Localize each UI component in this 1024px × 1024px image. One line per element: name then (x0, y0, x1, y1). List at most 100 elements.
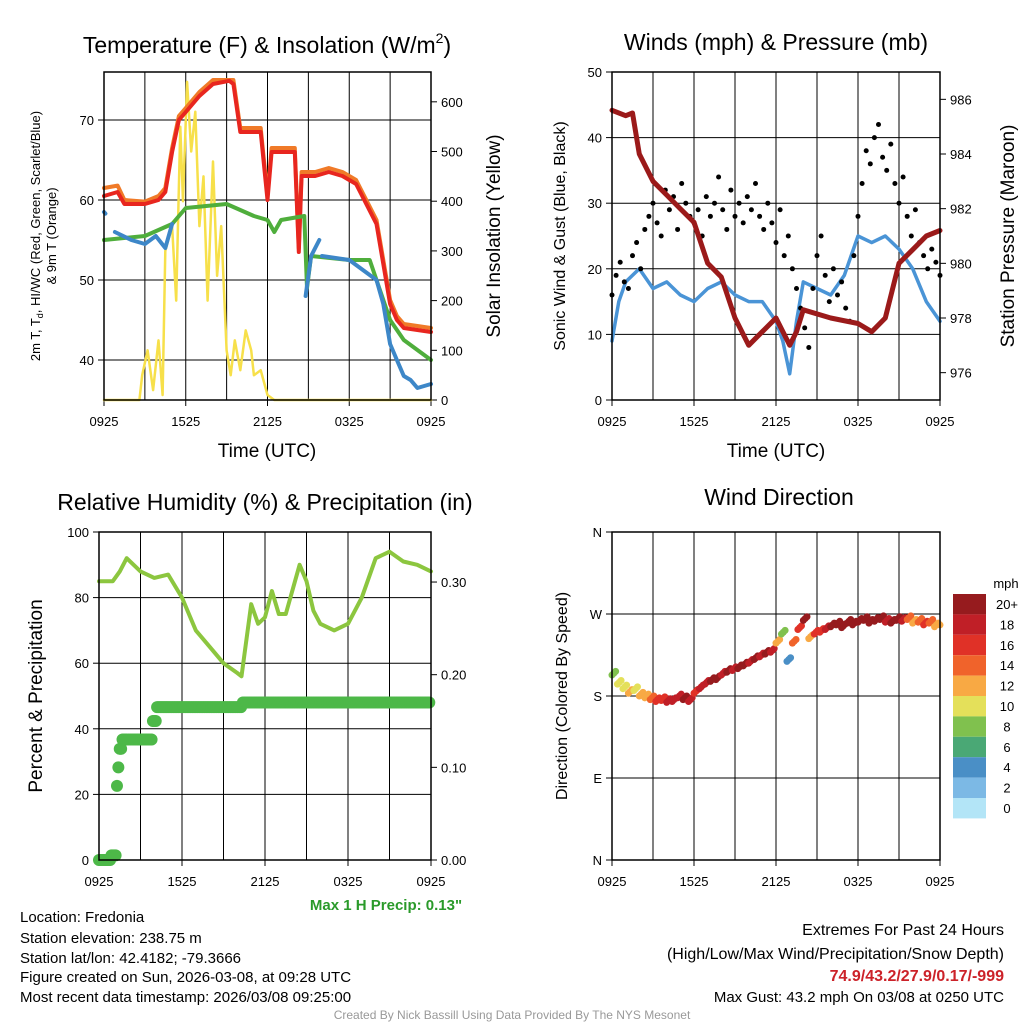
temperature-ylabel-line2: & 9m T (Orange) (44, 187, 59, 284)
legend-swatch (953, 594, 986, 615)
gust-point (814, 253, 820, 259)
direction-point (803, 613, 811, 621)
legend-swatch (953, 736, 986, 758)
gust-point (908, 233, 914, 239)
precip-point (112, 761, 125, 774)
sonic-wind-line (610, 234, 942, 376)
humidity-ytick-label: 60 (75, 656, 89, 671)
gust-point (707, 213, 713, 219)
winds-y2tick-label: 982 (950, 202, 972, 217)
humidity-xtick-label: 2125 (251, 874, 280, 889)
winds-ylabel: Sonic Wind & Gust (Blue, Black) (552, 121, 569, 350)
legend-swatch (953, 716, 986, 737)
gust-point (896, 200, 902, 206)
gust-point (843, 305, 849, 311)
gust-point (867, 161, 873, 167)
gust-point (736, 200, 742, 206)
info-recent: Most recent data timestamp: 2026/03/08 0… (20, 989, 351, 1006)
legend-swatch (953, 675, 986, 696)
gust-point (679, 181, 685, 187)
gust-point (753, 181, 758, 187)
direction-ytick-label: W (590, 607, 603, 622)
gust-point (658, 233, 664, 239)
winds-y2tick-label: 986 (950, 92, 972, 107)
legend-label: 12 (1000, 679, 1014, 694)
gust-point (638, 266, 644, 272)
gust-point (675, 226, 681, 232)
temperature-y2tick-label: 300 (441, 244, 463, 259)
gust-point (818, 233, 824, 239)
extremes-values: 74.9/43.2/27.9/0.17/-999 (830, 968, 1004, 985)
gust-point (732, 213, 738, 219)
humidity-y2tick-label: 0.30 (441, 575, 466, 590)
gust-point (822, 272, 828, 278)
gust-point (642, 226, 648, 232)
legend-swatch (953, 634, 986, 656)
legend-label: 10 (1000, 699, 1014, 714)
precip-point (423, 696, 436, 709)
precip-point (109, 849, 122, 862)
legend-label: 14 (1000, 658, 1014, 673)
legend-swatch (953, 655, 986, 676)
gust-point (904, 213, 910, 219)
gust-point (884, 167, 890, 173)
winds-xtick-label: 2125 (762, 414, 791, 429)
max-gust: Max Gust: 43.2 mph On 03/08 at 0250 UTC (714, 989, 1004, 1006)
direction-xtick-label: 1525 (680, 874, 709, 889)
humidity-y2tick-label: 0.10 (441, 760, 466, 775)
legend-title: mph (993, 576, 1018, 591)
humidity-ylabel: Percent & Precipitation (26, 599, 47, 792)
temperature-xlabel: Time (UTC) (218, 441, 317, 462)
humidity-y2tick-label: 0.20 (441, 668, 466, 683)
temperature-y2tick-label: 400 (441, 194, 463, 209)
legend-label: 6 (1003, 740, 1010, 755)
direction-xtick-label: 0325 (844, 874, 873, 889)
gust-point (925, 266, 931, 272)
direction-point (781, 626, 789, 634)
temperature-y2tick-label: 200 (441, 294, 463, 309)
legend-label: 8 (1003, 719, 1010, 734)
info-location: Location: Fredonia (20, 909, 145, 926)
winds-xtick-label: 1525 (680, 414, 709, 429)
humidity-ytick-label: 0 (82, 853, 89, 868)
temperature-xtick-label: 0925 (90, 414, 119, 429)
pressure-ylabel: Station Pressure (Maroon) (998, 125, 1019, 348)
gust-point (761, 226, 767, 232)
legend-label: 2 (1003, 781, 1010, 796)
gust-point (703, 194, 709, 200)
gust-point (613, 272, 619, 278)
gust-point (634, 240, 640, 246)
temperature-y2tick-label: 100 (441, 343, 463, 358)
winds-xtick-label: 0325 (844, 414, 873, 429)
humidity-xtick-label: 0325 (334, 874, 363, 889)
gust-point (888, 141, 894, 147)
gust-point (810, 285, 816, 291)
temperature-ytick-label: 60 (80, 193, 94, 208)
gust-point (859, 181, 865, 187)
winds-title: Winds (mph) & Pressure (mb) (624, 29, 928, 55)
legend-swatch (953, 798, 986, 819)
temperature-ytick-label: 70 (80, 113, 94, 128)
legend-label: 4 (1003, 760, 1010, 775)
winds-y2tick-label: 978 (950, 311, 972, 326)
gust-point (757, 213, 763, 219)
winds-ytick-label: 50 (588, 65, 602, 80)
direction-xtick-label: 0925 (926, 874, 955, 889)
winds-panel: Winds (mph) & Pressure (mb) Sonic Wind &… (552, 29, 1019, 462)
extremes-info: Extremes For Past 24 Hours (High/Low/Max… (667, 922, 1004, 1006)
gust-point (654, 220, 660, 226)
extremes-title: Extremes For Past 24 Hours (802, 922, 1004, 939)
winds-ytick-label: 30 (588, 196, 602, 211)
gust-point (773, 240, 779, 246)
gust-point (650, 200, 656, 206)
gust-point (724, 226, 730, 232)
winds-plot-border (611, 71, 941, 401)
direction-ytick-label: N (593, 853, 602, 868)
winds-xlabel: Time (UTC) (727, 441, 826, 462)
wind-direction-ylabel: Direction (Colored By Speed) (554, 592, 571, 800)
gust-point (802, 325, 808, 331)
gust-point (716, 174, 722, 180)
gust-point (851, 253, 857, 259)
gust-point (625, 285, 631, 291)
